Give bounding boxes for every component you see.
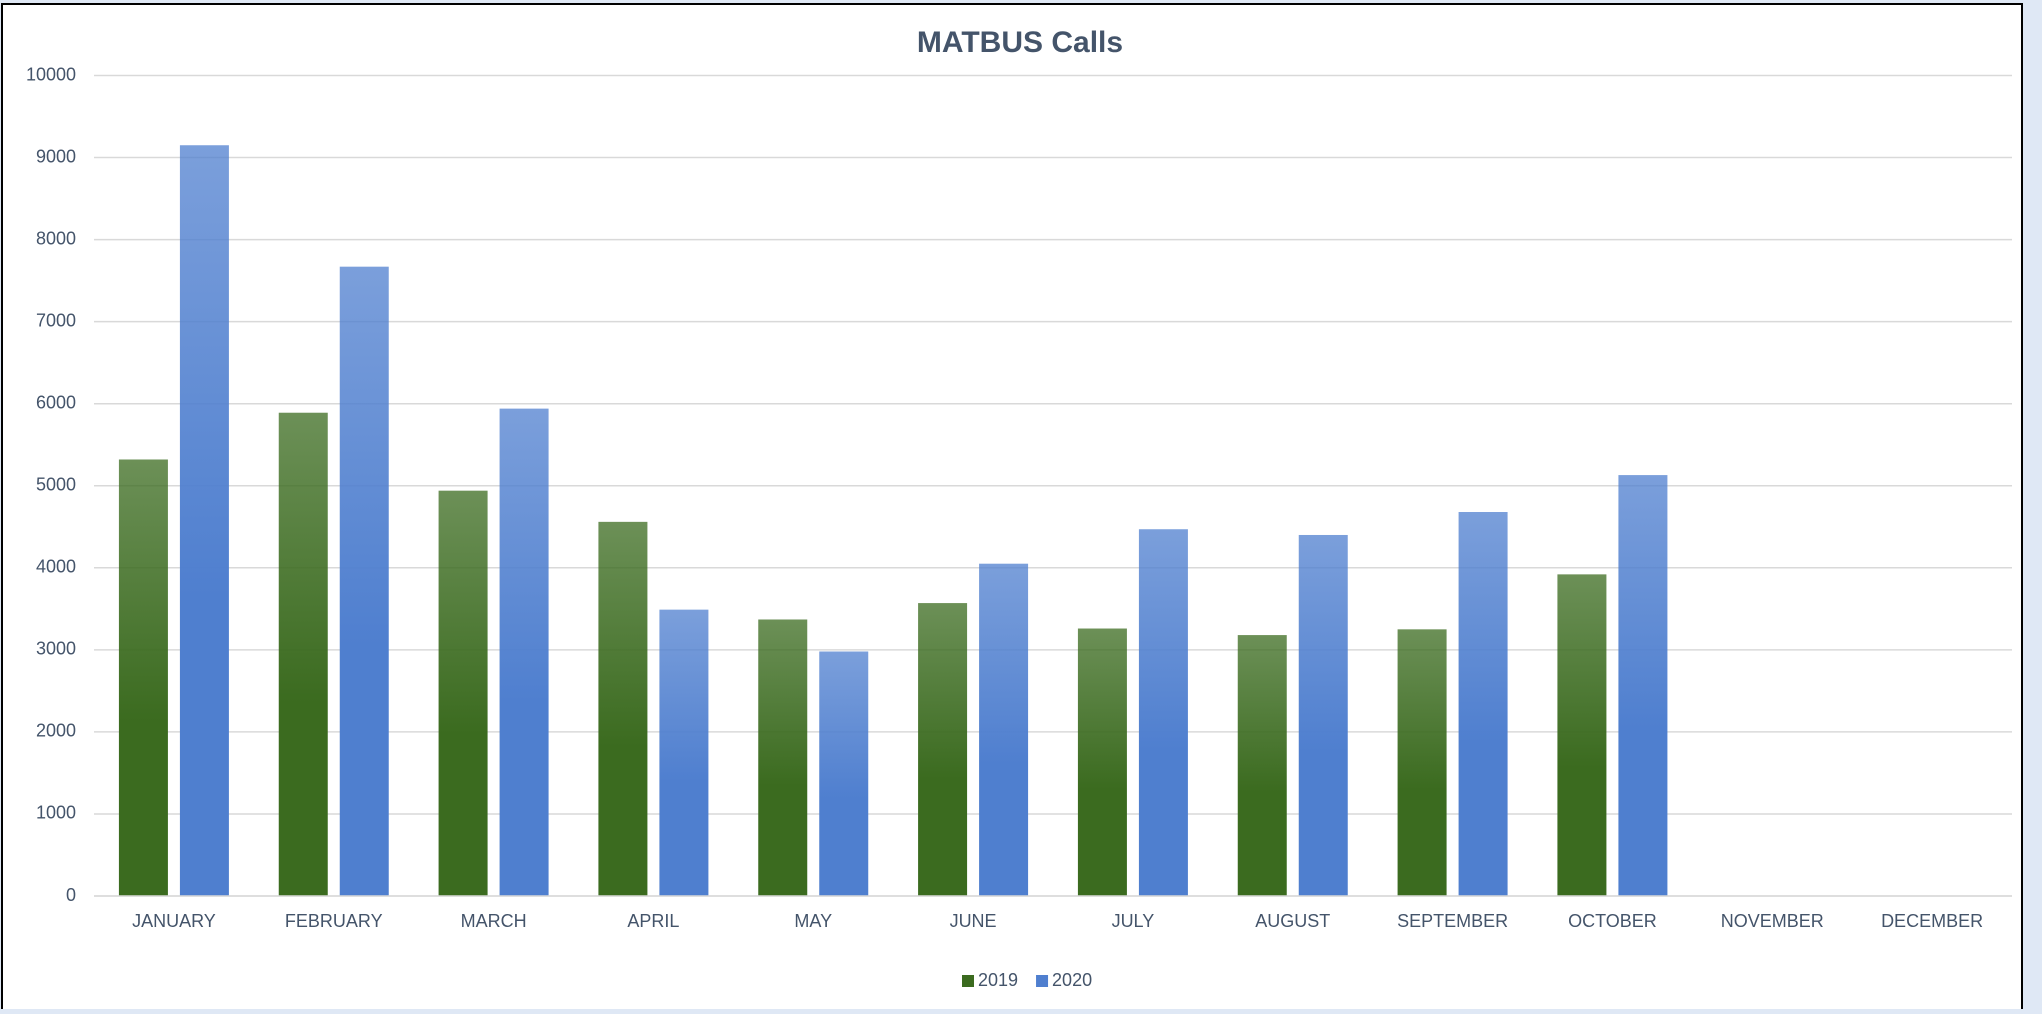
bar xyxy=(499,408,549,896)
bar xyxy=(1397,629,1447,896)
bar xyxy=(598,521,648,896)
bar xyxy=(1077,628,1127,896)
y-tick-label: 0 xyxy=(66,885,76,905)
y-tick-label: 4000 xyxy=(36,557,76,577)
bar xyxy=(1138,529,1188,896)
legend-label: 2019 xyxy=(978,970,1018,990)
bar xyxy=(278,412,328,896)
y-tick-label: 9000 xyxy=(36,146,76,166)
x-tick-label: DECEMBER xyxy=(1881,911,1983,931)
x-tick-label: JUNE xyxy=(950,911,997,931)
bar xyxy=(438,490,488,896)
bar xyxy=(1557,574,1607,896)
x-tick-label: JANUARY xyxy=(132,911,216,931)
y-tick-label: 8000 xyxy=(36,228,76,248)
x-tick-label: APRIL xyxy=(627,911,679,931)
y-tick-label: 6000 xyxy=(36,392,76,412)
x-tick-label: NOVEMBER xyxy=(1721,911,1824,931)
chart-title: MATBUS Calls xyxy=(917,26,1123,59)
bar xyxy=(918,603,968,896)
bar xyxy=(339,266,389,896)
legend-swatch xyxy=(962,975,974,987)
x-tick-label: JULY xyxy=(1112,911,1155,931)
bar xyxy=(1618,475,1668,896)
legend-swatch xyxy=(1036,975,1049,987)
bar xyxy=(1458,512,1508,896)
y-tick-label: 5000 xyxy=(36,475,76,495)
bar xyxy=(118,459,168,896)
x-tick-label: AUGUST xyxy=(1255,911,1330,931)
y-tick-label: 3000 xyxy=(36,639,76,659)
x-tick-label: MAY xyxy=(794,911,832,931)
bar xyxy=(179,145,229,896)
x-tick-label: FEBRUARY xyxy=(285,911,383,931)
x-tick-label: SEPTEMBER xyxy=(1397,911,1508,931)
x-tick-label: MARCH xyxy=(461,911,527,931)
y-tick-label: 10000 xyxy=(26,64,76,84)
bar xyxy=(659,609,709,896)
bar xyxy=(1237,635,1287,896)
bar xyxy=(979,563,1029,896)
bar xyxy=(1298,534,1348,896)
legend-label: 2020 xyxy=(1052,970,1092,990)
bar xyxy=(819,651,869,896)
y-tick-label: 2000 xyxy=(36,721,76,741)
y-tick-label: 1000 xyxy=(36,803,76,823)
bar xyxy=(758,619,808,896)
y-tick-label: 7000 xyxy=(36,310,76,330)
x-tick-label: OCTOBER xyxy=(1568,911,1657,931)
